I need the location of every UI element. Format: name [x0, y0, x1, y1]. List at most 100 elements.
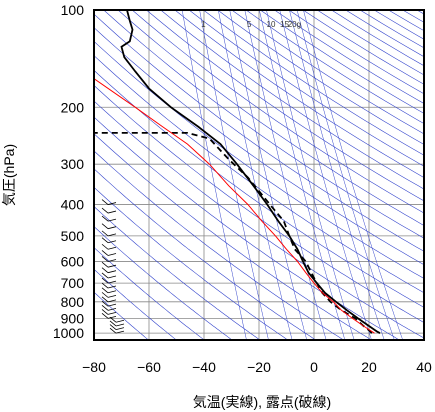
wind-barb-flag [101, 287, 109, 294]
wind-barb-flag [101, 277, 109, 284]
wind-barb-shaft [107, 275, 117, 279]
mixing-ratio-label: 10 [267, 20, 276, 29]
dry-adiabat [94, 291, 149, 340]
dry-adiabat [94, 13, 424, 252]
mixing-ratio-label: 20g [288, 20, 301, 29]
mixing-ratio-line [259, 10, 346, 340]
dry-adiabat [94, 100, 424, 339]
dry-adiabat [203, 10, 424, 156]
wind-barb-shaft [107, 312, 117, 315]
temperature-line [120, 10, 381, 334]
wind-barb-shaft [107, 303, 117, 307]
dry-adiabat [160, 10, 424, 190]
x-tick-label: 40 [416, 359, 432, 375]
dry-adiabat [94, 247, 205, 340]
dry-adiabat [94, 55, 424, 294]
x-tick-label: 20 [361, 359, 377, 375]
wind-barb-shaft [107, 210, 117, 214]
dry-adiabat [345, 10, 424, 58]
wind-barb-shaft [107, 226, 117, 230]
dry-adiabat [94, 168, 316, 340]
dry-adiabat [374, 10, 424, 40]
parcel-line [94, 78, 375, 334]
mixing-ratio-line [266, 10, 355, 340]
y-tick-label: 600 [61, 253, 85, 269]
mixing-ratio-line [296, 10, 395, 340]
mixing-ratio-label: 5 [247, 20, 252, 29]
x-tick-label: −60 [137, 359, 161, 375]
wind-barb-flag [101, 261, 109, 268]
x-tick-label: −40 [192, 359, 216, 375]
wind-barb-flag [109, 316, 117, 323]
wind-barbs [101, 199, 125, 334]
wind-barb-shaft [115, 330, 125, 334]
wind-barb-flag [101, 207, 109, 214]
y-tick-label: 800 [61, 294, 85, 310]
wind-barb-shaft [107, 315, 117, 319]
wind-barb-shaft [107, 294, 117, 298]
wind-barb-shaft [107, 253, 117, 256]
wind-barb-shaft [115, 319, 125, 323]
dry-adiabat [94, 226, 233, 340]
dry-adiabat [94, 186, 289, 340]
y-tick-label: 100 [61, 2, 85, 18]
wind-barb-flag [101, 309, 109, 315]
wind-barb-shaft [107, 202, 117, 205]
dry-adiabat [260, 10, 424, 114]
dry-adiabat [94, 27, 424, 266]
wind-barb-flag [101, 267, 109, 274]
wind-barb-flag [101, 292, 109, 298]
mixing-ratio-line [229, 10, 308, 340]
wind-barb-flag [109, 324, 117, 330]
mixing-ratio-line [181, 10, 247, 340]
wind-barb-flag [101, 223, 109, 229]
dry-adiabat [94, 206, 261, 340]
wind-barb-shaft [107, 307, 117, 311]
wind-barb-flag [101, 199, 109, 205]
wind-barb-flag [101, 243, 109, 250]
mixing-ratio-line [244, 10, 327, 340]
y-tick-label: 700 [61, 275, 85, 291]
y-tick-label: 900 [61, 310, 85, 326]
dry-adiabat [103, 10, 424, 239]
wind-barb-flag [101, 215, 109, 222]
wind-barb-shaft [107, 240, 117, 244]
mixing-ratio-line [218, 10, 293, 340]
dry-adiabat [174, 10, 424, 178]
dewpoint-line [94, 131, 373, 334]
wind-barb-shaft [115, 327, 125, 330]
mixing-ratio-line [289, 10, 385, 340]
y-tick-label: 400 [61, 197, 85, 213]
sounding-series [94, 10, 381, 334]
wind-barb-shaft [107, 218, 117, 222]
wind-barb-flag [101, 230, 109, 237]
mixing-ratio-label: 15 [280, 20, 289, 29]
wind-barb-flag [109, 327, 117, 334]
dry-adiabat [94, 69, 424, 308]
dry-adiabat [94, 150, 344, 340]
wind-barb-flag [101, 272, 109, 279]
x-tick-label: 0 [310, 359, 318, 375]
dry-adiabat [217, 10, 424, 145]
wind-barb-flag [101, 237, 109, 244]
wind-barb-flag [101, 282, 109, 289]
wind-barb-flag [101, 300, 109, 307]
wind-barb-flag [101, 305, 109, 311]
wind-barb-flag [101, 256, 109, 262]
wind-barb-flag [101, 313, 109, 319]
wind-barb-flag [101, 250, 109, 256]
wind-barb-shaft [115, 323, 125, 327]
mixing-ratio-line [279, 10, 372, 340]
mixing-ratio-line [303, 10, 403, 340]
x-tick-label: −20 [247, 359, 271, 375]
x-tick-labels: −80 −60 −40 −20 0 20 40 [82, 359, 432, 375]
x-axis-label: 気温(実線), 露点(破線) [193, 394, 331, 410]
dry-adiabat [146, 10, 424, 202]
y-tick-label: 200 [61, 99, 85, 115]
dry-adiabat [94, 133, 372, 340]
dry-adiabat [94, 268, 177, 340]
plot-frame [93, 9, 425, 341]
wind-barb-shaft [107, 233, 117, 237]
